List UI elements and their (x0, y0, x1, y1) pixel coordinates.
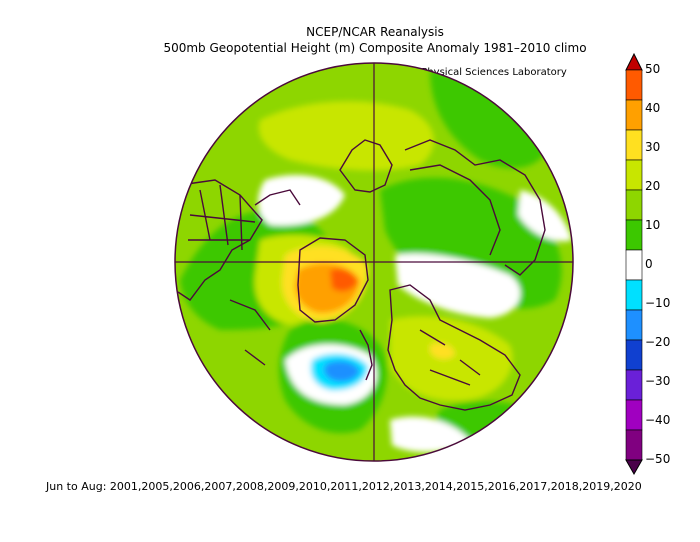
colorbar-label: 20 (645, 179, 661, 193)
colorbar-segment (625, 339, 643, 371)
colorbar-segment (625, 159, 643, 191)
colorbar-label: −10 (645, 296, 671, 310)
colorbar-segment (625, 429, 643, 461)
colorbar-segment (625, 129, 643, 161)
colorbar-segment (625, 189, 643, 221)
colorbar-segment (625, 69, 643, 101)
colorbar-segment (625, 399, 643, 431)
colorbar-label: −40 (645, 413, 671, 427)
map-title: NCEP/NCAR Reanalysis (306, 25, 444, 39)
colorbar-segment (625, 249, 643, 281)
colorbar-segment (625, 309, 643, 341)
colorbar-label: 40 (645, 101, 661, 115)
colorbar-segment (625, 99, 643, 131)
anomaly-field (175, 63, 573, 461)
colorbar-segment (625, 369, 643, 401)
colorbar (625, 52, 643, 476)
map-boundary (174, 62, 574, 462)
map-subtitle: 500mb Geopotential Height (m) Composite … (163, 41, 587, 55)
colorbar-label: −20 (645, 335, 671, 349)
colorbar-label: −30 (645, 374, 671, 388)
colorbar-label: −50 (645, 452, 671, 466)
colorbar-label: 10 (645, 218, 661, 232)
colorbar-segment (625, 279, 643, 311)
colorbar-label: 0 (645, 257, 653, 271)
colorbar-bottom-arrow (625, 459, 643, 476)
colorbar-label: 50 (645, 62, 661, 76)
colorbar-top-arrow (625, 52, 643, 71)
colorbar-segment (625, 219, 643, 251)
colorbar-label: 30 (645, 140, 661, 154)
period-caption: Jun to Aug: 2001,2005,2006,2007,2008,200… (46, 480, 642, 493)
